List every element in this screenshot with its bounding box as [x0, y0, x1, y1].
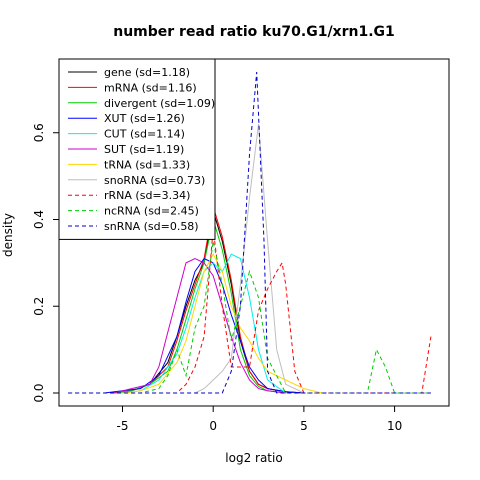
legend-label: divergent (sd=1.09): [104, 97, 215, 110]
series-line-10: [68, 71, 431, 394]
legend-label: rRNA (sd=3.34): [104, 189, 190, 202]
legend-label: ncRNA (sd=2.45): [104, 205, 199, 218]
series-line-6: [122, 253, 323, 394]
series-line-9: [68, 241, 431, 394]
y-axis-label: density: [1, 213, 15, 257]
series-line-5: [113, 257, 286, 394]
x-tick-label: -5: [117, 419, 129, 433]
legend-label: CUT (sd=1.14): [104, 128, 185, 141]
legend-label: XUT (sd=1.26): [104, 112, 185, 125]
x-tick-label: 10: [387, 419, 402, 433]
series-line-8: [68, 228, 432, 394]
legend-label: tRNA (sd=1.33): [104, 158, 190, 171]
x-tick-label: 0: [209, 419, 217, 433]
series-line-2: [113, 219, 286, 394]
y-tick-label: 0.0: [32, 383, 46, 402]
legend-label: SUT (sd=1.19): [104, 143, 184, 156]
legend-label: snRNA (sd=0.58): [104, 220, 199, 233]
series-line-7: [194, 124, 305, 394]
x-tick-label: 5: [300, 419, 308, 433]
y-tick-label: 0.4: [32, 210, 46, 229]
legend-label: mRNA (sd=1.16): [104, 81, 197, 94]
legend: gene (sd=1.18) mRNA (sd=1.16) divergent (s…: [58, 58, 216, 240]
chart-title: number read ratio ku70.G1/xrn1.G1: [113, 24, 395, 40]
legend-label: gene (sd=1.18): [104, 66, 190, 79]
x-axis-label: log2 ratio: [225, 451, 282, 465]
series-line-4: [122, 253, 286, 394]
y-tick-label: 0.6: [32, 123, 46, 142]
y-tick-label: 0.2: [32, 297, 46, 316]
legend-label: snoRNA (sd=0.73): [104, 174, 205, 187]
